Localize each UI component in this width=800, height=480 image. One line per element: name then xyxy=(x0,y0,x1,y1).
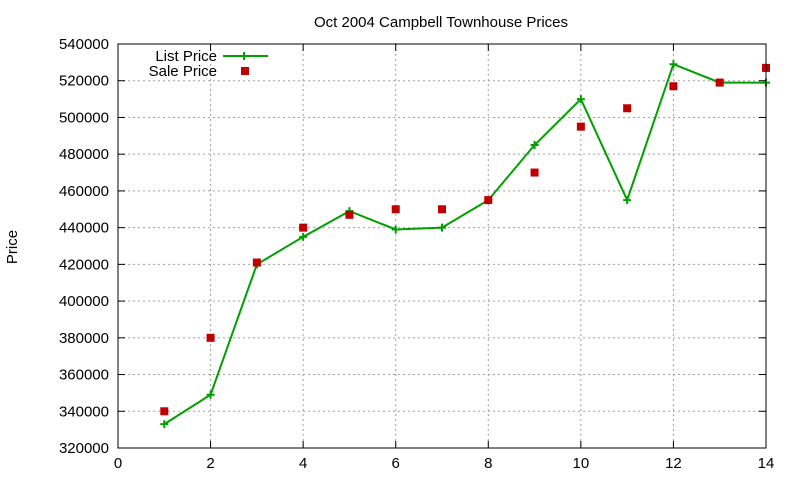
grid xyxy=(118,44,766,448)
list-price-point xyxy=(206,390,215,399)
y-tick-label: 420000 xyxy=(59,256,109,273)
list-price-point xyxy=(623,196,632,205)
y-tick-label: 500000 xyxy=(59,109,109,126)
legend: List Price Sale Price xyxy=(149,48,268,80)
list-price-point xyxy=(530,141,539,149)
x-tick-label: 6 xyxy=(392,455,400,472)
list-price-point xyxy=(391,225,400,234)
sale-price-point xyxy=(715,78,724,87)
list-price-point xyxy=(669,60,678,69)
legend-marker-list-price xyxy=(240,52,248,60)
series-layer xyxy=(160,60,770,429)
axis-ticks: 0 2 4 6 8 10 12 14 320000 340000 360000 380000 40000… xyxy=(59,36,774,472)
y-tick-label: 360000 xyxy=(59,367,109,384)
list-price-line xyxy=(163,62,766,425)
x-tick-label: 10 xyxy=(573,455,590,472)
sale-price-point xyxy=(345,210,354,219)
y-tick-label: 380000 xyxy=(59,330,109,347)
sale-price-point xyxy=(160,407,169,416)
y-tick-label: 400000 xyxy=(59,293,109,310)
y-tick-label: 340000 xyxy=(59,403,109,420)
legend-marker-sale-price xyxy=(241,67,249,75)
y-tick-label: 520000 xyxy=(59,73,109,90)
sale-price-point xyxy=(391,205,400,214)
sale-price-point xyxy=(530,168,539,177)
sale-price-point xyxy=(576,122,585,131)
sale-price-point xyxy=(484,196,493,205)
sale-price-point xyxy=(252,258,261,267)
plot-border xyxy=(117,43,767,449)
x-tick-label: 12 xyxy=(665,455,682,472)
chart-title: Oct 2004 Campbell Townhouse Prices xyxy=(314,14,568,31)
sale-price-point xyxy=(299,223,308,232)
x-tick-label: 2 xyxy=(206,455,214,472)
list-price-point xyxy=(438,223,446,232)
y-tick-label: 540000 xyxy=(59,36,109,53)
y-axis-label: Price xyxy=(4,230,21,264)
sale-price-point xyxy=(206,333,215,342)
x-tick-label: 0 xyxy=(114,455,122,472)
sale-price-point xyxy=(438,205,446,214)
legend-label-list-price: List Price xyxy=(155,48,217,65)
list-price-point xyxy=(576,95,585,104)
legend-label-sale-price: Sale Price xyxy=(149,63,217,80)
sale-price-point xyxy=(623,104,632,113)
y-tick-label: 440000 xyxy=(59,220,109,237)
y-tick-label: 320000 xyxy=(59,440,109,457)
x-tick-label: 4 xyxy=(299,455,307,472)
x-tick-label: 14 xyxy=(758,455,775,472)
x-tick-label: 8 xyxy=(484,455,492,472)
y-tick-label: 480000 xyxy=(59,146,109,163)
list-price-point xyxy=(299,232,308,241)
sale-price-point xyxy=(669,82,678,91)
y-tick-label: 460000 xyxy=(59,183,109,200)
list-price-point xyxy=(160,420,169,429)
